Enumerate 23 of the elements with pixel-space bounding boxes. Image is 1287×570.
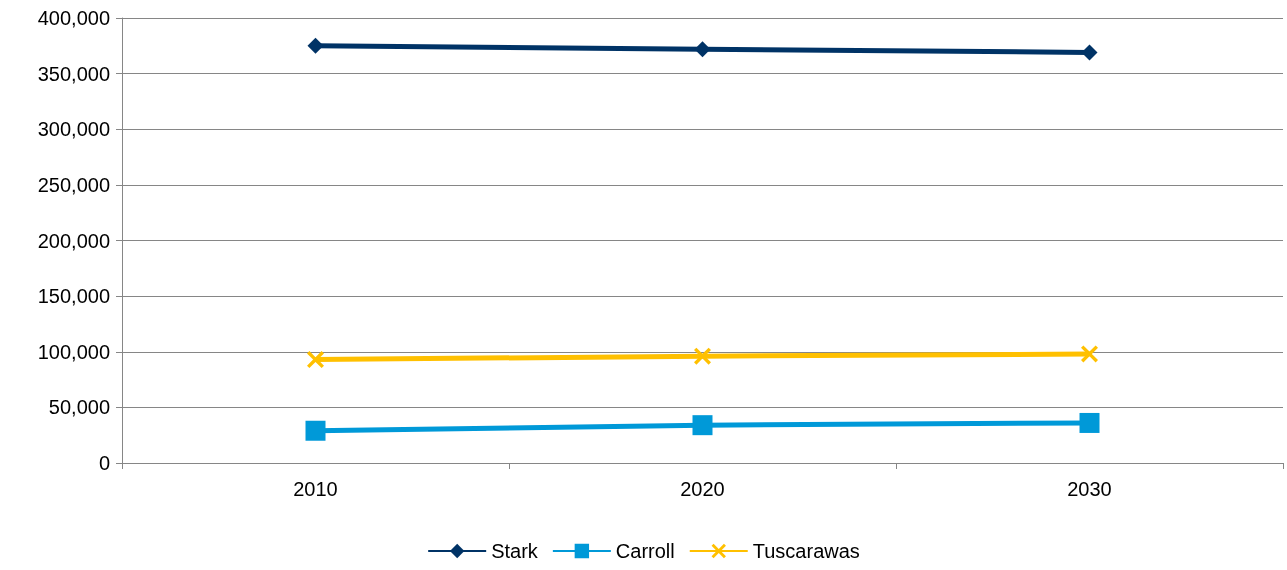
point [1081,44,1098,61]
y-tick-label: 200,000 [37,229,110,252]
legend-label: Tuscarawas [752,540,860,562]
y-tick-label: 300,000 [37,118,110,141]
point [694,347,711,365]
legend-label: Stark [491,540,539,562]
x-tick-label: 2030 [1067,478,1112,500]
point [307,37,324,54]
point [692,415,713,436]
point [694,41,711,58]
y-tick-label: 0 [98,452,110,474]
y-tick-label: 100,000 [37,340,110,363]
y-tick-label: 350,000 [37,62,110,85]
y-tick-label: 250,000 [37,173,110,196]
point [1079,412,1100,433]
x-tick-label: 2020 [680,478,725,500]
point [305,420,326,441]
legend-label: Carroll [615,540,675,562]
y-tick-label: 400,000 [37,7,110,29]
point [307,351,324,369]
y-tick-label: 50,000 [48,396,110,419]
x-tick-label: 2010 [293,478,338,500]
y-tick-label: 150,000 [37,285,110,308]
